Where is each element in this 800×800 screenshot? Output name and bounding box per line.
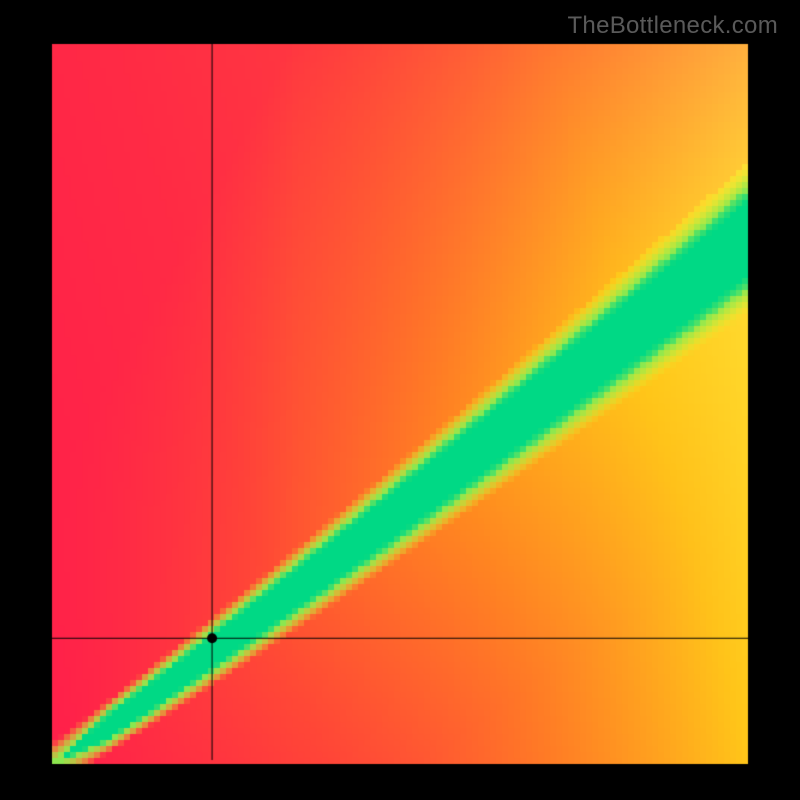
chart-container: TheBottleneck.com bbox=[0, 0, 800, 800]
bottleneck-heatmap bbox=[0, 0, 800, 800]
